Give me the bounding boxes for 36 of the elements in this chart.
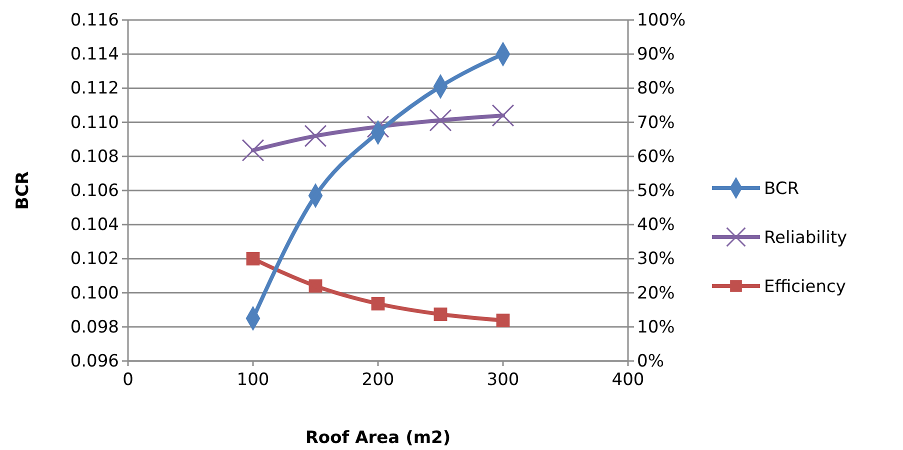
y2-tick-label: 20%: [637, 283, 675, 304]
y-tick-label: 0.112: [70, 78, 119, 99]
x-tick-label: 200: [362, 370, 394, 390]
y2-tick-label: 70%: [637, 112, 675, 133]
y-tick-label: 0.096: [70, 351, 119, 372]
legend-label: BCR: [764, 179, 800, 199]
y2-tick-label: 40%: [637, 215, 675, 236]
x-tick-label: 300: [486, 370, 520, 390]
y-tick-label: 0.106: [70, 180, 119, 201]
y-tick-label: 0.104: [70, 215, 119, 236]
point: [242, 139, 264, 162]
y2-tick-label: 50%: [637, 180, 675, 201]
legend-label: Reliability: [764, 228, 848, 248]
y-tick-label: 0.102: [70, 249, 119, 270]
point: [492, 104, 514, 127]
x-axis-title: Roof Area (m2): [305, 428, 451, 448]
y-tick-label: 0.100: [70, 283, 119, 304]
y2-tick-label: 90%: [637, 44, 675, 65]
point: [304, 124, 327, 148]
y-tick-label: 0.114: [70, 44, 119, 65]
y-tick-label: 0.116: [70, 10, 119, 30]
y-axis-title: BCR: [13, 171, 33, 210]
y-tick-label: 0.098: [70, 317, 119, 338]
y2-tick-label: 30%: [637, 249, 675, 270]
y2-tick-label: 10%: [637, 317, 675, 338]
x-tick-label: 0: [122, 370, 134, 390]
y-tick-label: 0.108: [70, 146, 119, 167]
x-tick-label: 400: [612, 370, 644, 390]
y2-tick-label: 0%: [637, 351, 664, 372]
x-tick-label: 100: [236, 370, 270, 390]
y2-tick-label: 100%: [637, 10, 686, 30]
y-tick-label: 0.110: [70, 112, 119, 133]
point: [429, 109, 452, 132]
y2-tick-label: 80%: [637, 78, 675, 99]
legend-label: Efficiency: [764, 277, 846, 297]
y2-tick-label: 60%: [637, 146, 675, 167]
